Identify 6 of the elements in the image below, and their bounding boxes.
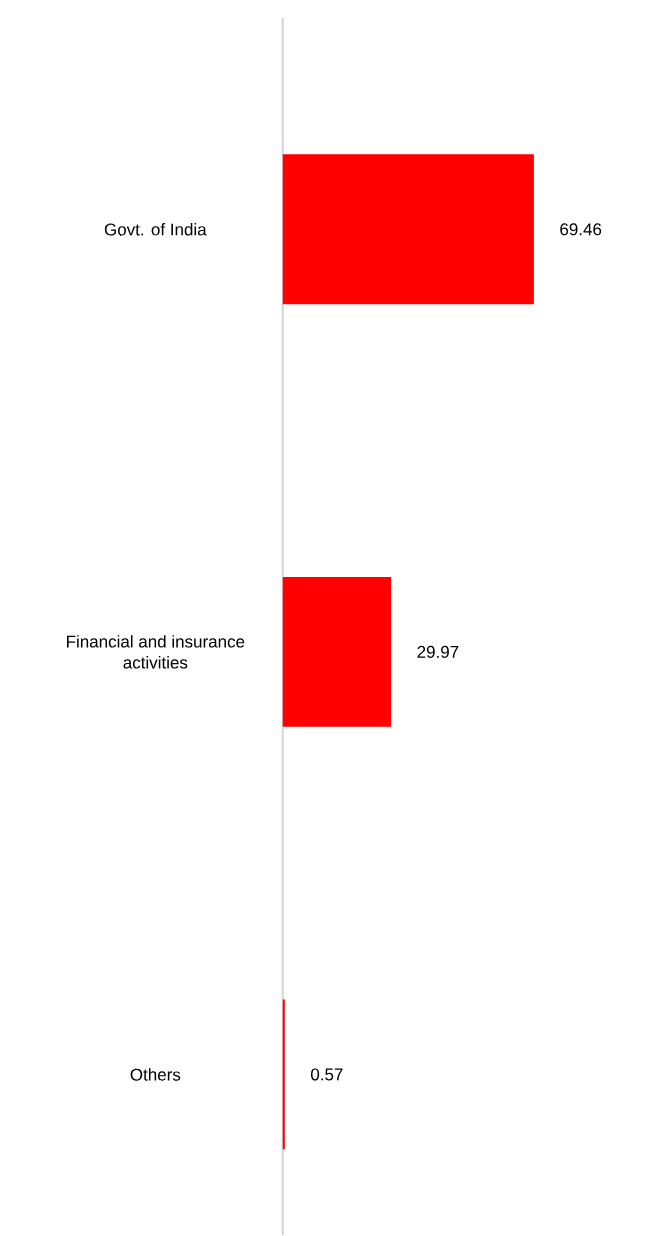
y-tick-label: Others (130, 1068, 180, 1081)
y-tick-label: Financial and insurance activities (66, 635, 245, 669)
data-label: 69.46 (560, 223, 601, 236)
data-label: 29.97 (417, 645, 459, 658)
y-tick-label: Govt. of India (104, 223, 207, 236)
data-label: 0.57 (310, 1068, 343, 1081)
